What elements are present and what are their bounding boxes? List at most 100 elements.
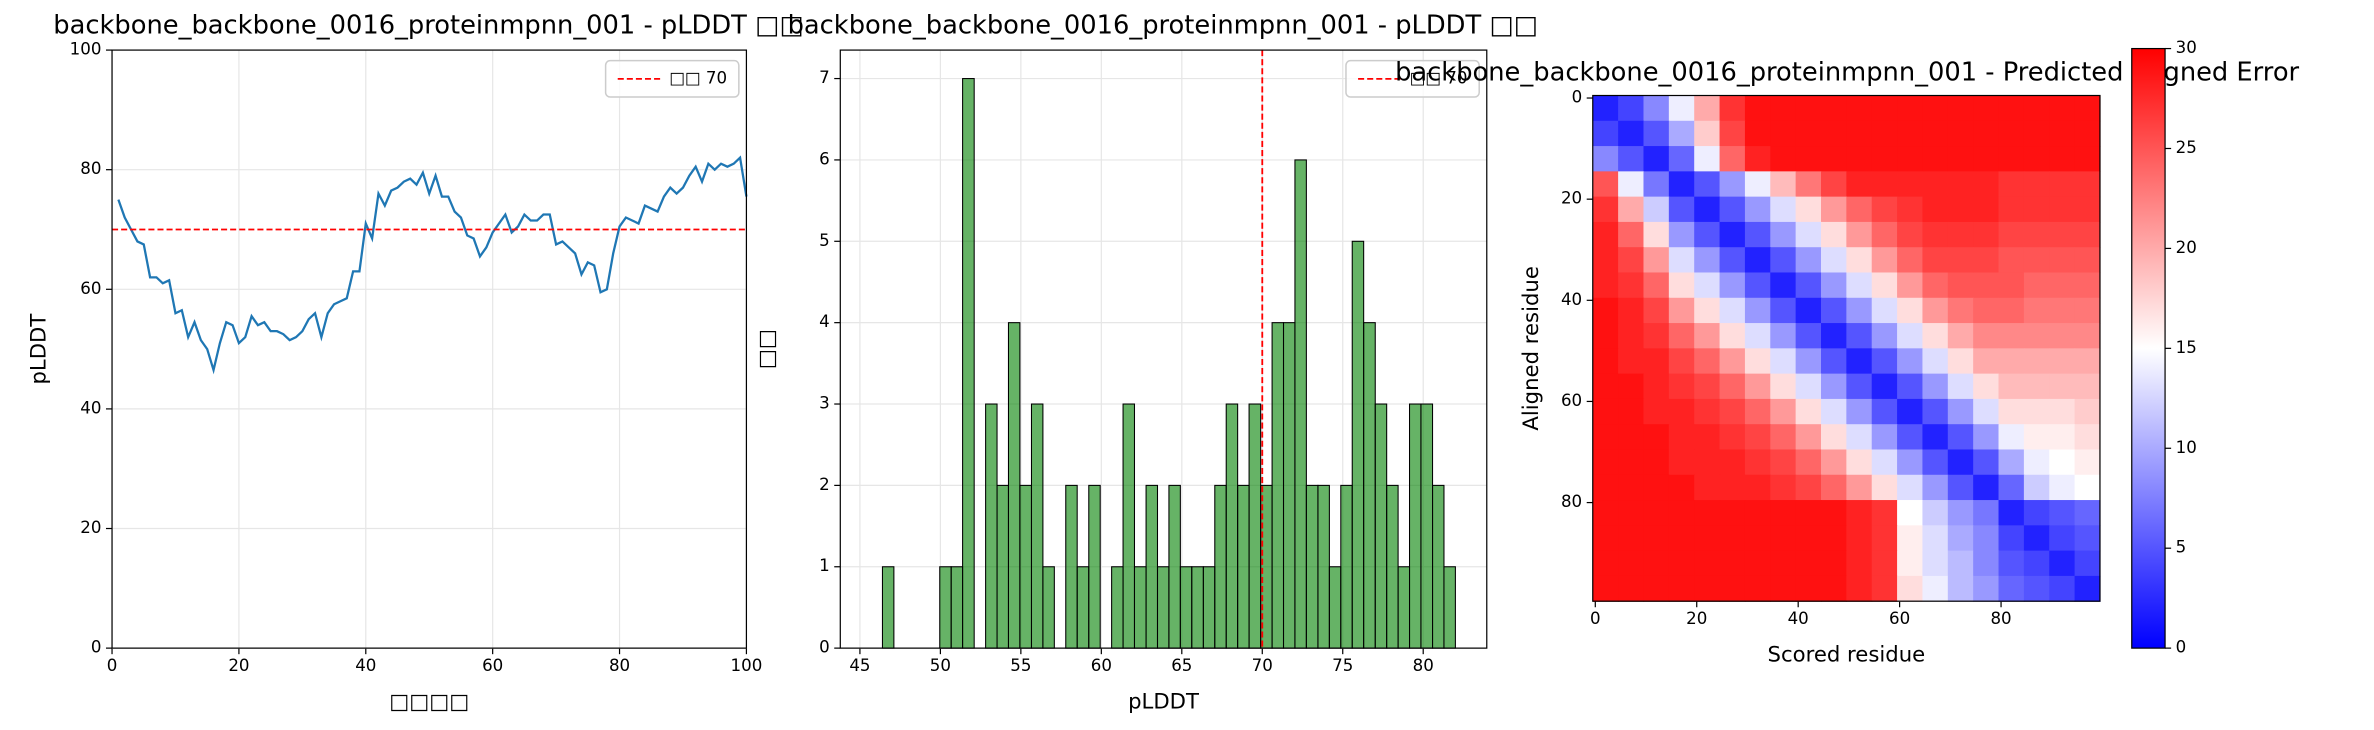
heatmap-cell (1618, 449, 1645, 476)
heatmap-cell (1618, 221, 1645, 248)
heatmap-cell (1871, 500, 1898, 526)
heatmap-cell (1821, 449, 1847, 476)
heatmap-cell (1947, 196, 1974, 223)
heatmap-cell (1744, 474, 1771, 501)
heatmap-cell (1744, 348, 1771, 375)
heatmap-cell (2049, 272, 2076, 299)
heatmap-cell (1947, 323, 1974, 349)
heatmap-cell (1922, 449, 1949, 476)
heatmap-cell (1719, 95, 1746, 122)
heatmap-cell (2023, 221, 2050, 248)
heatmap-cell (1770, 500, 1797, 526)
histogram-bar (950, 566, 964, 649)
heatmap-cell (1998, 449, 2025, 476)
heatmap-cell (1668, 500, 1695, 526)
heatmap-cell (1998, 272, 2025, 299)
heatmap-cell (1592, 171, 1619, 198)
heatmap-cell (1973, 171, 2000, 198)
heatmap-cell (2074, 348, 2101, 375)
heatmap-cell (1897, 474, 1924, 501)
histogram-bar (1122, 403, 1136, 649)
heatmap-cell (1795, 272, 1822, 299)
heatmap-cell (1668, 146, 1695, 172)
heatmap-cell (1770, 221, 1797, 248)
heatmap-cell (1694, 272, 1721, 299)
heatmap-cell (1998, 146, 2025, 172)
heatmap-cell (1719, 474, 1746, 501)
histogram-bar (1282, 322, 1296, 649)
colorbar-tick-label: 5 (2176, 538, 2187, 557)
heatmap-cell (1871, 247, 1898, 274)
heatmap-cell (1922, 323, 1949, 349)
heatmap-cell (2049, 196, 2076, 223)
heatmap-cell (1846, 171, 1873, 198)
heatmap-cell (2074, 272, 2101, 299)
heatmap-cell (1998, 247, 2025, 274)
heatmap-cell (1922, 272, 1949, 299)
heatmap-cell (1719, 575, 1746, 602)
heatmap-cell (1821, 500, 1847, 526)
heatmap-cell (2074, 146, 2101, 172)
heatmap-cell (1770, 398, 1797, 425)
heatmap-cell (1947, 500, 1974, 526)
heatmap-cell (1668, 424, 1695, 451)
heatmap-cell (1719, 449, 1746, 476)
heatmap-cell (1795, 525, 1822, 552)
heatmap-cell (1744, 424, 1771, 451)
heatmap-cell (1973, 575, 2000, 602)
heatmap-cell (1795, 323, 1822, 349)
heatmap-cell (1668, 323, 1695, 349)
heatmap-cell (2074, 449, 2101, 476)
heatmap-cell (1998, 373, 2025, 400)
heatmap-cell (2023, 323, 2050, 349)
y-tick-label: 1 (819, 556, 830, 575)
heatmap-cell (1821, 272, 1847, 299)
heatmap-cell (1618, 474, 1645, 501)
heatmap-cell (1618, 323, 1645, 349)
axes-frame (111, 49, 748, 649)
y-tick-label: 5 (819, 231, 830, 250)
heatmap-cell (2074, 474, 2101, 501)
heatmap-cell (1668, 575, 1695, 602)
heatmap-cell (2023, 550, 2050, 577)
heatmap-cell (1922, 221, 1949, 248)
legend-label: □□ 70 (669, 68, 727, 87)
histogram-bar (1237, 484, 1250, 649)
y-tick-label: 80 (80, 159, 101, 178)
heatmap-cell (1973, 196, 2000, 223)
heatmap-cell (1947, 146, 1974, 172)
y-axis-label: Aligned residue (1518, 266, 1543, 430)
histogram-bar (985, 403, 998, 649)
x-axis-label: pLDDT (1128, 689, 1199, 714)
heatmap-cell (2049, 449, 2076, 476)
heatmap-cell (1998, 575, 2025, 602)
heatmap-cell (1973, 500, 2000, 526)
heatmap-cell (2074, 221, 2101, 248)
heatmap-cell (1643, 272, 1670, 299)
heatmap-cell (1795, 120, 1822, 147)
heatmap-cell (1998, 424, 2025, 451)
heatmap-cell (1770, 449, 1797, 476)
heatmap-cell (1795, 348, 1822, 375)
heatmap-cell (1618, 196, 1645, 223)
histogram-bar (1397, 566, 1411, 649)
chart-title: backbone_backbone_0016_proteinmpnn_001 -… (788, 10, 1538, 40)
heatmap-cell (1821, 575, 1847, 602)
heatmap-cell (1897, 146, 1924, 172)
heatmap-cell (1643, 525, 1670, 552)
heatmap-cell (1643, 120, 1670, 147)
heatmap-cell (1821, 221, 1847, 248)
heatmap-cell (1846, 449, 1873, 476)
heatmap-cell (2049, 474, 2076, 501)
heatmap-cell (1592, 247, 1619, 274)
heatmap-cell (1871, 474, 1898, 501)
y-tick-label: 60 (80, 279, 101, 298)
heatmap-cell (1998, 196, 2025, 223)
x-tick-label: 60 (1091, 656, 1112, 675)
heatmap-cell (1770, 196, 1797, 223)
x-tick-label: 40 (355, 656, 376, 675)
heatmap-cell (1922, 171, 1949, 198)
heatmap-cell (2049, 373, 2076, 400)
heatmap-cell (1643, 398, 1670, 425)
histogram-bar (1225, 403, 1239, 649)
